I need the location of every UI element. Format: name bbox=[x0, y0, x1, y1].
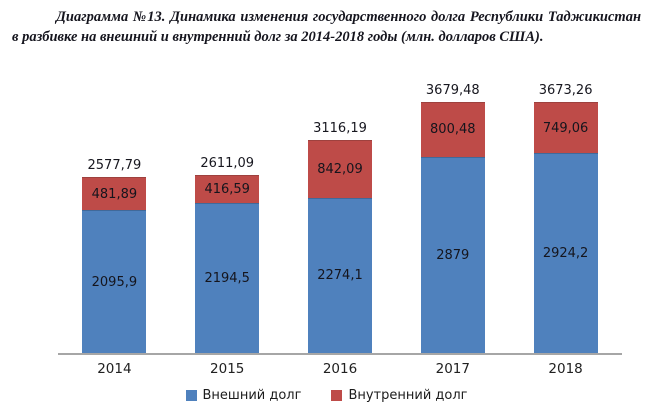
legend-swatch-icon bbox=[331, 390, 343, 401]
legend-item-internal-debt: Внутренний долг bbox=[331, 388, 467, 403]
bar-segment-external-debt: 2274,1 bbox=[307, 197, 372, 353]
x-axis-label-2015: 2015 bbox=[210, 361, 245, 377]
bar-segment-internal-debt: 800,48 bbox=[420, 101, 485, 157]
segment-value-label: 2194,5 bbox=[204, 271, 250, 287]
segment-value-label: 2879 bbox=[436, 247, 470, 263]
x-axis-label-2018: 2018 bbox=[548, 361, 583, 377]
segment-value-label: 481,89 bbox=[91, 186, 138, 202]
bar-segment-external-debt: 2194,5 bbox=[195, 203, 260, 353]
legend-swatch-icon bbox=[185, 390, 197, 401]
bar-group-2015: 2611,09 416,59 2194,5 bbox=[171, 156, 284, 353]
bar-segment-internal-debt: 842,09 bbox=[307, 140, 372, 198]
bar-total-label: 3116,19 bbox=[313, 121, 367, 137]
plot-area: 2577,79 481,89 2095,9 2611,09 416,59 2194,5 31… bbox=[58, 80, 622, 355]
segment-value-label: 2274,1 bbox=[317, 268, 363, 284]
bar-group-2014: 2577,79 481,89 2095,9 bbox=[58, 158, 171, 353]
legend-label: Внешний долг bbox=[202, 388, 302, 403]
chart-title: Диаграмма №13. Динамика изменения госуда… bbox=[12, 9, 641, 45]
bar-group-2017: 3679,48 800,48 2879 bbox=[396, 83, 509, 353]
segment-value-label: 2095,9 bbox=[91, 274, 138, 290]
bar-segment-external-debt: 2879 bbox=[420, 156, 485, 353]
bar-group-2018: 3673,26 749,06 2924,2 bbox=[509, 83, 622, 353]
bars-container: 2577,79 481,89 2095,9 2611,09 416,59 2194,5 31… bbox=[58, 80, 622, 353]
legend-item-external-debt: Внешний долг bbox=[185, 388, 302, 403]
bar-total-label: 2611,09 bbox=[200, 155, 255, 171]
x-axis-line bbox=[58, 353, 622, 355]
bar-segment-external-debt: 2924,2 bbox=[533, 153, 598, 353]
bar-segment-internal-debt: 416,59 bbox=[195, 174, 260, 204]
bar-segment-external-debt: 2095,9 bbox=[82, 210, 147, 353]
bar-segment-internal-debt: 481,89 bbox=[82, 177, 147, 210]
x-axis-label-2014: 2014 bbox=[97, 361, 132, 377]
segment-value-label: 800,48 bbox=[430, 122, 476, 138]
segment-value-label: 416,59 bbox=[204, 182, 250, 197]
bar-total-label: 3673,26 bbox=[538, 83, 593, 99]
bar-segment-internal-debt: 749,06 bbox=[533, 102, 598, 154]
bar-total-label: 3679,48 bbox=[425, 82, 480, 98]
segment-value-label: 2924,2 bbox=[542, 246, 589, 262]
x-axis-label-2016: 2016 bbox=[322, 361, 358, 377]
bar-group-2016: 3116,19 842,09 2274,1 bbox=[284, 121, 397, 353]
legend-label: Внутренний долг bbox=[348, 388, 468, 403]
segment-value-label: 749,06 bbox=[542, 120, 589, 136]
x-axis-labels: 2014 2015 2016 2017 2018 bbox=[58, 361, 622, 377]
x-axis-label-2017: 2017 bbox=[435, 361, 470, 377]
segment-value-label: 842,09 bbox=[317, 162, 363, 178]
legend: Внешний долг Внутренний долг bbox=[0, 388, 653, 403]
bar-total-label: 2577,79 bbox=[87, 158, 142, 174]
